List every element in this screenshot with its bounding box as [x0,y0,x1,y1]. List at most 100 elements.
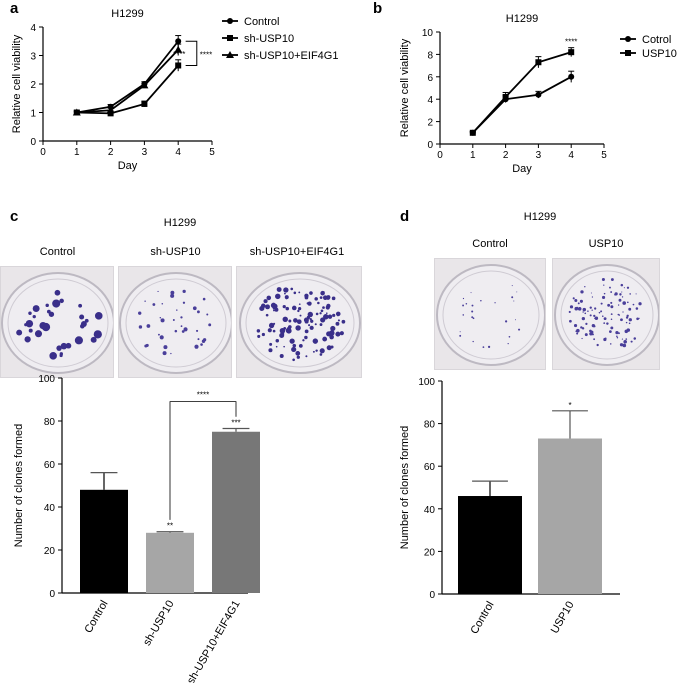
line-chart-a: H1299 0 1 2 3 4 5 0 1 2 3 4 Day Relative cell viabili… [11,8,338,172]
colony [603,322,606,325]
colony [594,317,596,320]
colony [462,297,465,300]
y-tick-label: 20 [424,547,436,558]
colony [146,324,151,328]
colony [275,339,280,343]
colony [335,321,340,326]
colony [579,299,583,303]
colony [192,306,197,311]
y-axis-label: Number of clones formed [399,426,411,550]
colony [621,338,624,340]
colony [152,303,156,306]
colony [610,318,613,321]
data-point [175,62,182,69]
colony [618,298,622,302]
colony [314,297,318,301]
y-tick-label: 8 [427,50,433,61]
y-axis-label: Number of clones formed [13,424,25,548]
colony [265,313,269,317]
colony [581,317,585,321]
colony [79,314,85,320]
colony [298,303,301,305]
colony [170,290,175,295]
colony [319,323,323,326]
legend-label: sh-USP10+EIF4G1 [244,50,338,62]
colony [308,324,311,327]
colony [196,345,199,347]
chart-title: H1299 [506,13,538,25]
y-tick-label: 80 [424,420,436,431]
colony [638,302,642,306]
bar-chart-c: 0 20 40 60 80 100 Number of clones formed Contr… [13,374,260,683]
x-tick-label: 4 [175,147,181,158]
colony [322,295,328,301]
colony [607,303,611,307]
x-tick-label: 1 [74,147,80,158]
colony [138,311,142,315]
colony [144,344,148,348]
colony [275,345,278,348]
x-tick-label: USP10 [549,600,577,636]
colony [183,327,188,332]
colony [299,314,302,317]
data-point [174,45,183,53]
bar [146,532,194,593]
dish-label-sh-usp10-eif4g1: sh-USP10+EIF4G1 [249,246,345,258]
legend-label: USP10 [642,48,677,60]
colony [159,335,164,340]
colony [259,305,265,312]
colony [614,293,617,296]
colony [580,326,583,329]
colony [337,319,340,322]
colony [319,353,323,356]
data-point [175,38,182,45]
colony [610,301,613,304]
colony [610,291,613,293]
colony [628,318,632,322]
colony [279,354,284,359]
colony [472,340,474,343]
colony [471,304,474,307]
colony [28,311,32,315]
colony [320,309,324,313]
colony [292,358,295,362]
legend-marker [226,51,234,58]
colony [206,313,209,316]
significance-bracket [185,40,198,66]
colony [325,312,328,315]
colony [335,331,341,337]
x-tick-label: 5 [601,150,607,161]
colony [327,314,333,319]
colony [208,323,212,327]
colony [326,303,331,308]
colony [319,348,325,354]
bar-chart-d: 0 20 40 60 80 100 Number of clones formed Contr… [399,377,620,636]
colony [158,333,160,336]
colony [290,287,294,291]
colony [197,310,200,314]
colony [268,322,275,329]
colony [172,319,175,322]
colony [176,309,178,311]
colony [609,343,612,345]
colony [28,328,33,333]
significance-label: ** [167,522,173,531]
colony [329,330,335,336]
colony [580,290,584,294]
colony [610,278,614,281]
colony [600,310,603,313]
colony-dish-d-control-image [436,264,545,366]
colony [319,296,323,300]
y-tick-label: 2 [30,80,36,91]
colony [585,322,588,326]
colony [54,289,61,296]
colony [304,335,308,340]
panel-c-title: H1299 [163,217,197,229]
colony [162,351,167,356]
colony [310,319,314,323]
colony [283,345,285,348]
colony [635,293,637,295]
colony [197,338,200,341]
colony-dish-sh-usp10 [118,266,232,378]
colony [620,318,623,322]
